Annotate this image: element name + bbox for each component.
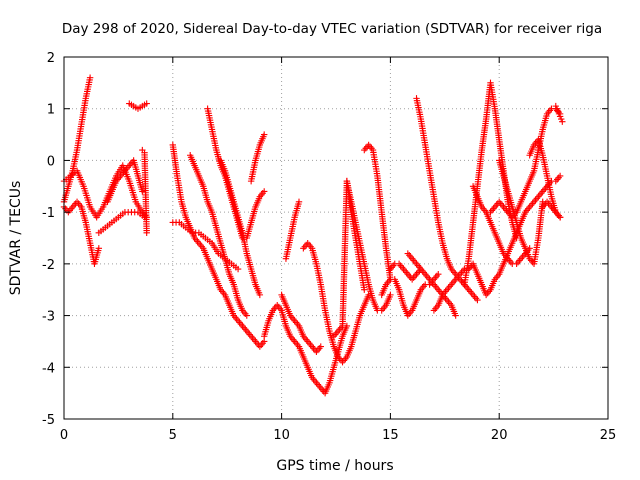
chart-title: Day 298 of 2020, Sidereal Day-to-day VTE…	[62, 21, 602, 37]
x-tick-label: 0	[60, 428, 68, 443]
y-tick-label: -3	[42, 310, 55, 325]
x-axis-label: GPS time / hours	[276, 458, 393, 474]
y-tick-label: 2	[47, 51, 55, 66]
x-tick-label: 10	[273, 428, 290, 443]
data-point	[387, 291, 394, 299]
y-tick-label: -5	[42, 413, 55, 428]
x-tick-label: 5	[169, 428, 177, 443]
y-tick-label: 0	[47, 154, 55, 169]
data-points	[60, 74, 566, 397]
data-point	[474, 296, 481, 304]
data-point	[435, 271, 442, 278]
x-tick-label: 15	[382, 428, 399, 443]
data-point	[295, 198, 303, 205]
data-point	[556, 172, 564, 180]
y-tick-label: 1	[47, 103, 55, 118]
y-axis-label: SDTVAR / TECUs	[8, 181, 24, 296]
x-tick-label: 20	[491, 428, 508, 443]
data-point	[452, 312, 459, 319]
plot-frame	[63, 56, 609, 420]
y-tick-label: -2	[42, 258, 55, 273]
data-point	[559, 118, 566, 125]
axis-ticks: 0 5 10 15 20 25 -5 -4 -3 -2 -1 0 1 2	[42, 51, 616, 443]
data-point	[234, 265, 242, 273]
data-point	[143, 100, 150, 107]
x-tick-label: 25	[600, 428, 617, 443]
y-tick-label: -1	[42, 206, 55, 221]
data-point	[556, 214, 564, 221]
data-point	[317, 343, 324, 350]
data-point	[243, 312, 250, 319]
data-point	[95, 245, 103, 252]
data-point	[143, 229, 150, 237]
data-point	[139, 188, 146, 195]
data-point	[361, 286, 368, 293]
data-point	[256, 291, 264, 299]
y-tick-label: -4	[42, 361, 55, 376]
data-point	[260, 188, 268, 195]
data-point	[86, 74, 94, 81]
data-point	[260, 131, 268, 138]
